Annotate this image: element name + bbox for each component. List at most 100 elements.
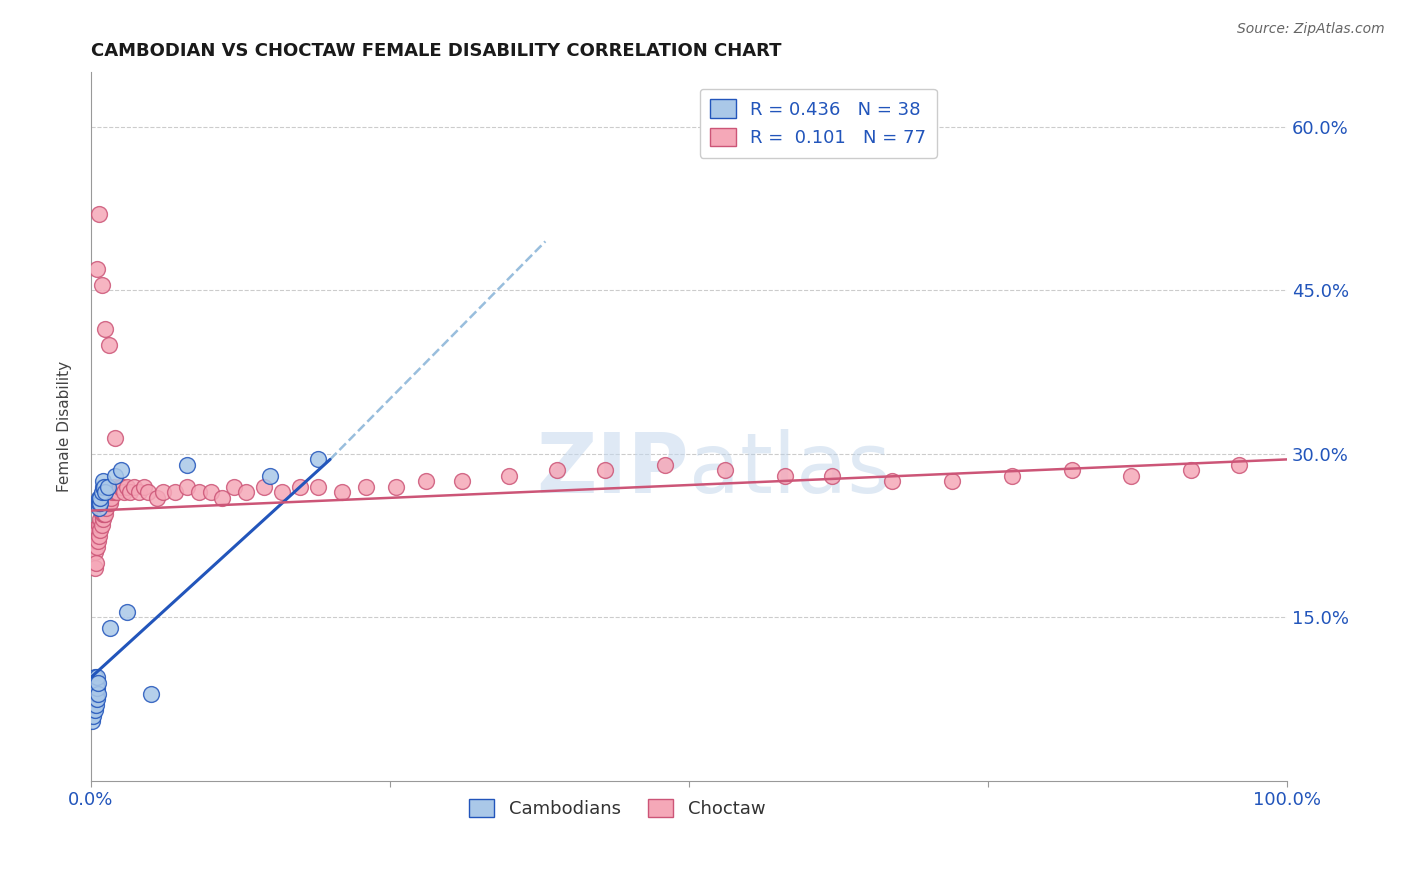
Point bbox=[83, 670, 105, 684]
Point bbox=[211, 491, 233, 505]
Point bbox=[654, 458, 676, 472]
Point bbox=[713, 463, 735, 477]
Point bbox=[98, 621, 121, 635]
Point bbox=[89, 501, 111, 516]
Point bbox=[86, 670, 108, 684]
Point bbox=[90, 507, 112, 521]
Point bbox=[253, 480, 276, 494]
Point bbox=[87, 534, 110, 549]
Point bbox=[152, 485, 174, 500]
Point bbox=[450, 474, 472, 488]
Point bbox=[546, 463, 568, 477]
Point bbox=[104, 485, 127, 500]
Point bbox=[882, 474, 904, 488]
Point bbox=[97, 496, 120, 510]
Point bbox=[93, 507, 115, 521]
Point bbox=[120, 485, 142, 500]
Point bbox=[187, 485, 209, 500]
Point bbox=[84, 676, 107, 690]
Point bbox=[89, 512, 111, 526]
Point bbox=[97, 496, 120, 510]
Point bbox=[91, 474, 114, 488]
Point bbox=[96, 501, 118, 516]
Text: ZIP: ZIP bbox=[536, 429, 689, 509]
Y-axis label: Female Disability: Female Disability bbox=[58, 361, 72, 492]
Point bbox=[82, 703, 104, 717]
Point bbox=[86, 692, 108, 706]
Point bbox=[94, 507, 117, 521]
Point bbox=[90, 278, 112, 293]
Point bbox=[82, 698, 104, 712]
Point bbox=[1060, 463, 1083, 477]
Point bbox=[89, 207, 111, 221]
Point bbox=[84, 698, 107, 712]
Point bbox=[84, 687, 107, 701]
Point bbox=[139, 687, 162, 701]
Point bbox=[224, 480, 246, 494]
Point bbox=[93, 501, 115, 516]
Point bbox=[90, 485, 112, 500]
Point bbox=[330, 485, 353, 500]
Point bbox=[271, 485, 294, 500]
Point bbox=[94, 321, 117, 335]
Point bbox=[83, 561, 105, 575]
Point bbox=[86, 540, 108, 554]
Text: atlas: atlas bbox=[689, 429, 890, 509]
Point bbox=[97, 338, 120, 352]
Point bbox=[176, 458, 198, 472]
Point bbox=[89, 496, 111, 510]
Point bbox=[83, 692, 105, 706]
Point bbox=[103, 480, 125, 494]
Point bbox=[82, 676, 104, 690]
Point bbox=[100, 491, 122, 505]
Point bbox=[105, 485, 128, 500]
Point bbox=[82, 687, 104, 701]
Point bbox=[91, 480, 114, 494]
Point bbox=[86, 261, 108, 276]
Point bbox=[138, 485, 160, 500]
Point bbox=[89, 517, 111, 532]
Point bbox=[821, 468, 844, 483]
Point bbox=[89, 491, 111, 505]
Legend: Cambodians, Choctaw: Cambodians, Choctaw bbox=[461, 791, 772, 825]
Point bbox=[259, 468, 281, 483]
Point bbox=[385, 480, 408, 494]
Point bbox=[91, 512, 114, 526]
Point bbox=[122, 480, 145, 494]
Point bbox=[101, 485, 124, 500]
Point bbox=[1001, 468, 1024, 483]
Point bbox=[93, 480, 115, 494]
Point bbox=[354, 480, 377, 494]
Point bbox=[115, 480, 138, 494]
Point bbox=[773, 468, 796, 483]
Point bbox=[86, 681, 108, 696]
Point bbox=[307, 480, 329, 494]
Point bbox=[91, 507, 114, 521]
Point bbox=[128, 485, 150, 500]
Point bbox=[1227, 458, 1250, 472]
Point bbox=[235, 485, 257, 500]
Point bbox=[110, 463, 132, 477]
Point bbox=[82, 692, 104, 706]
Point bbox=[82, 534, 104, 549]
Point bbox=[1180, 463, 1202, 477]
Point bbox=[104, 431, 127, 445]
Point bbox=[86, 529, 108, 543]
Point bbox=[1121, 468, 1143, 483]
Point bbox=[593, 463, 616, 477]
Point bbox=[498, 468, 520, 483]
Point bbox=[83, 681, 105, 696]
Point bbox=[290, 480, 312, 494]
Point bbox=[111, 480, 134, 494]
Point bbox=[83, 703, 105, 717]
Point bbox=[132, 480, 155, 494]
Point bbox=[176, 480, 198, 494]
Point bbox=[87, 676, 110, 690]
Point bbox=[89, 496, 111, 510]
Point bbox=[108, 480, 131, 494]
Point bbox=[97, 480, 120, 494]
Point bbox=[87, 687, 110, 701]
Point bbox=[200, 485, 222, 500]
Text: CAMBODIAN VS CHOCTAW FEMALE DISABILITY CORRELATION CHART: CAMBODIAN VS CHOCTAW FEMALE DISABILITY C… bbox=[91, 42, 782, 60]
Point bbox=[94, 485, 117, 500]
